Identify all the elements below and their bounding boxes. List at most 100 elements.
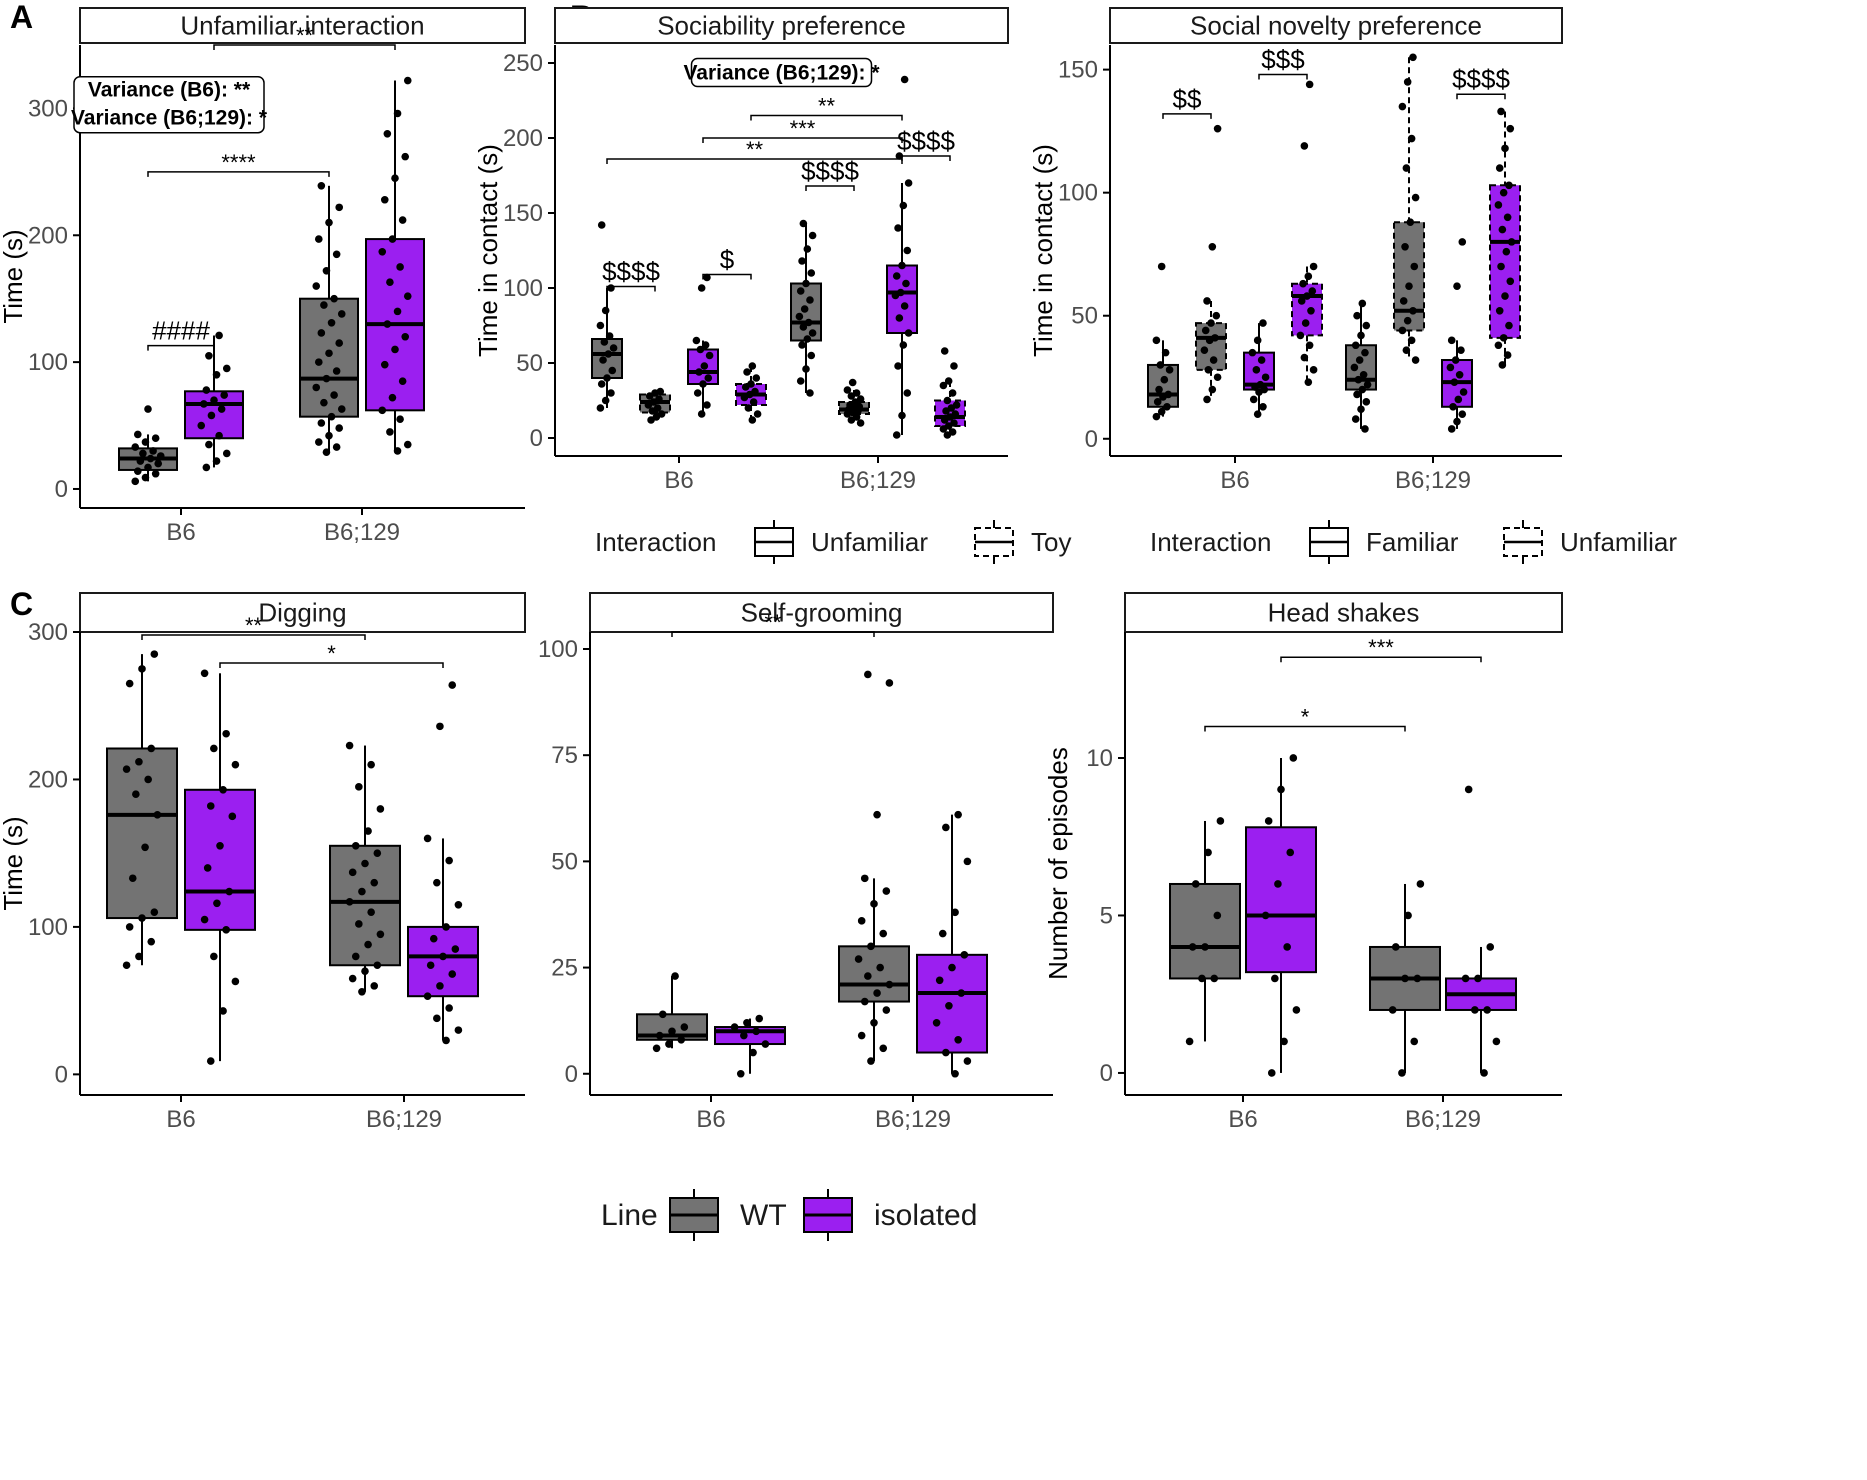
data-point bbox=[445, 1004, 453, 1012]
data-point bbox=[380, 360, 389, 369]
data-point bbox=[1455, 370, 1464, 379]
data-point bbox=[1213, 373, 1222, 382]
data-point bbox=[364, 827, 372, 835]
data-point bbox=[1292, 1006, 1301, 1014]
data-point bbox=[604, 350, 613, 358]
strip-box bbox=[1124, 592, 1563, 633]
data-point bbox=[200, 669, 209, 678]
data-point bbox=[736, 1069, 745, 1078]
data-point bbox=[398, 216, 407, 224]
significance-bracket: $ bbox=[702, 245, 752, 280]
bracket-line bbox=[213, 44, 396, 50]
data-point bbox=[122, 961, 131, 970]
data-point bbox=[1209, 356, 1218, 364]
data-point bbox=[892, 431, 901, 439]
significance-bracket: *** bbox=[1280, 635, 1482, 663]
data-point bbox=[151, 469, 160, 478]
data-point bbox=[1403, 78, 1412, 86]
significance-label: ** bbox=[818, 94, 836, 119]
data-point bbox=[388, 393, 397, 402]
box-wt-1-0 bbox=[1369, 880, 1441, 1077]
data-point bbox=[751, 387, 759, 396]
data-point bbox=[135, 757, 143, 766]
box-iqr bbox=[1195, 322, 1227, 371]
box-isolated-0-1 bbox=[184, 669, 256, 1065]
significance-bracket: * bbox=[219, 641, 444, 668]
data-point bbox=[885, 980, 894, 989]
y-tick-label: 0 bbox=[55, 476, 68, 503]
y-tick-label: 50 bbox=[551, 848, 578, 875]
data-point bbox=[948, 428, 957, 436]
data-point bbox=[743, 368, 751, 376]
data-point bbox=[957, 989, 966, 997]
box-iqr bbox=[1291, 282, 1323, 337]
data-point bbox=[599, 356, 607, 364]
y-tick-label: 100 bbox=[28, 914, 68, 941]
y-axis-title: Time in contact (s) bbox=[473, 144, 503, 357]
data-point bbox=[332, 443, 341, 451]
data-point bbox=[355, 783, 363, 791]
data-point bbox=[202, 386, 211, 394]
legend-label: Unfamiliar bbox=[811, 527, 928, 557]
data-point bbox=[1204, 848, 1212, 857]
significance-label: * bbox=[327, 641, 336, 666]
data-point bbox=[222, 926, 230, 934]
data-point bbox=[1447, 336, 1456, 345]
data-point bbox=[1277, 785, 1285, 794]
data-point bbox=[1299, 279, 1307, 288]
data-point bbox=[1153, 398, 1162, 406]
data-point bbox=[1361, 425, 1369, 433]
data-point bbox=[454, 1026, 463, 1034]
box-iqr bbox=[886, 264, 918, 334]
data-point bbox=[1405, 282, 1413, 290]
x-tick-label: B6;129 bbox=[875, 1106, 951, 1133]
data-point bbox=[945, 1001, 953, 1010]
data-point bbox=[203, 864, 212, 872]
data-point bbox=[1503, 213, 1512, 222]
y-tick-label: 300 bbox=[28, 95, 68, 122]
strip-box bbox=[1109, 7, 1563, 44]
data-point bbox=[1492, 1037, 1501, 1046]
data-point bbox=[222, 729, 230, 738]
data-point bbox=[1494, 201, 1503, 209]
data-point bbox=[1216, 817, 1225, 825]
data-point bbox=[755, 1014, 764, 1023]
data-point bbox=[873, 989, 881, 997]
data-point bbox=[388, 235, 397, 243]
y-tick-label: 300 bbox=[28, 619, 68, 646]
data-point bbox=[133, 467, 142, 476]
data-point bbox=[948, 389, 957, 397]
significance-bracket: $$$$ bbox=[602, 257, 660, 292]
data-point bbox=[1191, 880, 1200, 888]
significance-label: #### bbox=[152, 316, 210, 346]
data-point bbox=[151, 434, 160, 443]
chart-title: Social novelty preference bbox=[1190, 11, 1482, 41]
data-point bbox=[144, 463, 152, 472]
data-point bbox=[383, 320, 392, 328]
data-point bbox=[205, 440, 213, 449]
data-point bbox=[215, 331, 223, 340]
data-point bbox=[1213, 124, 1222, 133]
data-point bbox=[798, 341, 806, 349]
data-point bbox=[692, 336, 701, 345]
significance-bracket: $$$ bbox=[1258, 45, 1308, 80]
chart-c2: Self-grooming 0 25 50 75 100 B6 B6;129 ** bbox=[538, 592, 1054, 1133]
x-tick-label: B6;129 bbox=[366, 1106, 442, 1133]
bracket-line bbox=[147, 171, 330, 177]
data-point bbox=[1362, 398, 1371, 406]
data-point bbox=[146, 454, 155, 463]
box-isolated-0-3 bbox=[1291, 80, 1323, 386]
data-point bbox=[848, 378, 857, 387]
data-point bbox=[898, 411, 906, 420]
data-point bbox=[1486, 943, 1495, 951]
box-iqr bbox=[1345, 344, 1377, 391]
significance-bracket: *** bbox=[702, 116, 903, 143]
data-point bbox=[1208, 243, 1217, 251]
data-point bbox=[940, 347, 949, 355]
data-point bbox=[603, 374, 611, 382]
data-point bbox=[448, 681, 457, 689]
variance-label: Variance (B6;129): * bbox=[683, 62, 880, 85]
data-point bbox=[1213, 911, 1222, 920]
box-wt-1-0 bbox=[299, 182, 359, 456]
data-point bbox=[136, 457, 145, 465]
